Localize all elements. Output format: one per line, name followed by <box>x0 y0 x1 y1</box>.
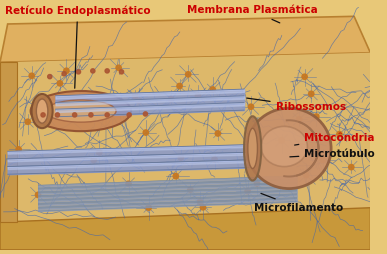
Circle shape <box>248 104 253 109</box>
Circle shape <box>116 65 121 70</box>
Circle shape <box>62 72 66 76</box>
Circle shape <box>178 155 183 160</box>
Polygon shape <box>0 53 370 222</box>
Polygon shape <box>0 62 17 222</box>
Circle shape <box>308 91 314 97</box>
Circle shape <box>48 74 52 79</box>
Circle shape <box>105 113 109 117</box>
Circle shape <box>254 181 260 186</box>
Circle shape <box>126 181 131 186</box>
Circle shape <box>195 93 200 99</box>
Circle shape <box>296 117 302 122</box>
Circle shape <box>72 113 77 117</box>
Circle shape <box>127 113 131 117</box>
Circle shape <box>303 172 309 178</box>
Circle shape <box>173 173 178 179</box>
Circle shape <box>210 87 216 92</box>
Circle shape <box>89 113 93 117</box>
Circle shape <box>314 114 319 119</box>
Ellipse shape <box>244 116 261 181</box>
Circle shape <box>120 70 123 74</box>
Circle shape <box>143 130 149 135</box>
Circle shape <box>177 83 182 89</box>
Circle shape <box>279 138 284 143</box>
Circle shape <box>105 69 109 73</box>
Circle shape <box>29 73 34 78</box>
Circle shape <box>212 157 217 162</box>
Circle shape <box>55 113 60 117</box>
Ellipse shape <box>247 108 331 188</box>
Circle shape <box>302 74 307 80</box>
Circle shape <box>91 157 96 163</box>
Circle shape <box>64 68 69 73</box>
Circle shape <box>97 150 102 155</box>
Text: Membrana Plasmática: Membrana Plasmática <box>187 6 317 23</box>
Circle shape <box>57 81 63 86</box>
Circle shape <box>35 192 41 198</box>
Polygon shape <box>0 208 370 250</box>
Ellipse shape <box>46 100 116 122</box>
Circle shape <box>215 131 221 136</box>
Ellipse shape <box>36 99 48 123</box>
Circle shape <box>136 98 142 104</box>
Ellipse shape <box>32 94 53 128</box>
Circle shape <box>245 188 250 194</box>
Circle shape <box>185 72 191 77</box>
Circle shape <box>132 93 138 99</box>
Circle shape <box>146 205 151 210</box>
Circle shape <box>143 112 147 116</box>
Circle shape <box>76 70 80 74</box>
Circle shape <box>337 131 342 137</box>
Ellipse shape <box>261 126 307 167</box>
Text: Retículo Endoplasmático: Retículo Endoplasmático <box>5 6 151 88</box>
Circle shape <box>320 157 325 163</box>
Text: Microtúbulo: Microtúbulo <box>290 149 375 159</box>
Ellipse shape <box>248 128 257 168</box>
Circle shape <box>200 205 205 210</box>
Text: Mitocôndria: Mitocôndria <box>295 133 375 145</box>
Circle shape <box>168 97 174 102</box>
Text: Ribossomos: Ribossomos <box>247 98 346 112</box>
Circle shape <box>91 69 95 73</box>
Circle shape <box>349 164 354 170</box>
Circle shape <box>41 113 45 117</box>
Text: Microfilamento: Microfilamento <box>253 193 343 213</box>
Circle shape <box>16 147 21 152</box>
Circle shape <box>25 119 31 124</box>
Ellipse shape <box>31 91 131 131</box>
Polygon shape <box>0 16 370 62</box>
Circle shape <box>188 187 193 193</box>
Circle shape <box>197 199 203 204</box>
